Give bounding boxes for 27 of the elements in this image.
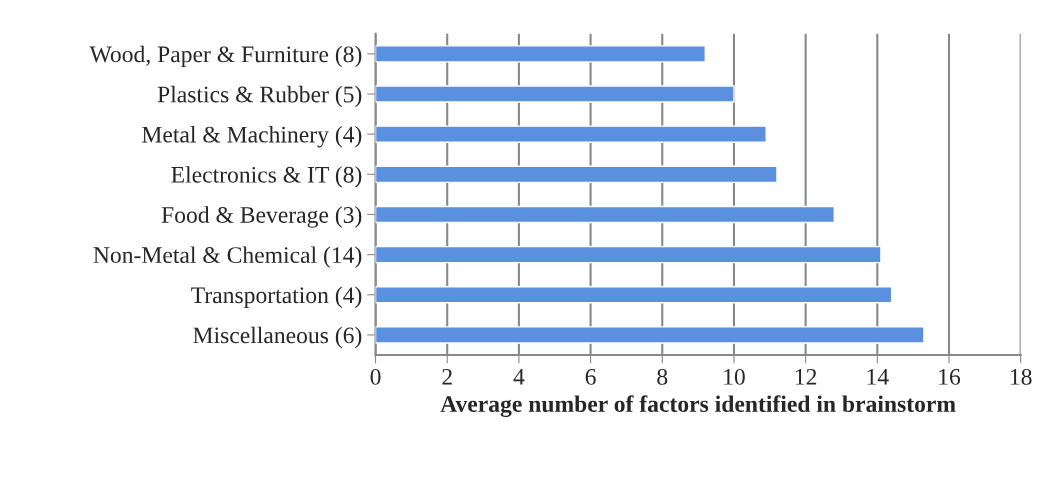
bar	[375, 165, 778, 184]
x-tick-label: 4	[513, 369, 525, 385]
y-tick-label: Plastics & Rubber (5)	[157, 85, 362, 108]
y-tick-label: Electronics & IT (8)	[171, 166, 362, 188]
bar	[375, 286, 893, 304]
bar	[375, 45, 706, 63]
x-tick-label: 0	[370, 368, 381, 385]
x-tick-label: 14	[867, 369, 889, 385]
y-tick-label: Non-Metal & Chemical (14)	[93, 246, 362, 268]
x-tick-label: 6	[585, 368, 596, 385]
y-tick-label: Transportation (4)	[191, 286, 362, 308]
x-tick-label: 2	[442, 368, 452, 385]
bar	[375, 205, 835, 224]
bar	[375, 326, 925, 344]
bar	[375, 125, 767, 143]
x-tick-label: 18	[1010, 368, 1032, 385]
bar	[375, 85, 735, 103]
x-axis-title: Average number of factors identified in brainstorm	[440, 395, 956, 417]
y-tick-label: Food & Beverage (3)	[161, 206, 362, 228]
x-tick-label: 10	[724, 368, 745, 385]
y-tick-label: Miscellaneous (6)	[193, 326, 362, 349]
y-tick-label: Wood, Paper & Furniture (8)	[89, 45, 362, 68]
x-tick-label: 16	[939, 368, 961, 385]
bar	[375, 245, 882, 264]
x-tick-label: 12	[795, 368, 817, 385]
y-tick-label: Metal & Machinery (4)	[142, 125, 362, 148]
x-tick-label: 8	[657, 368, 668, 385]
